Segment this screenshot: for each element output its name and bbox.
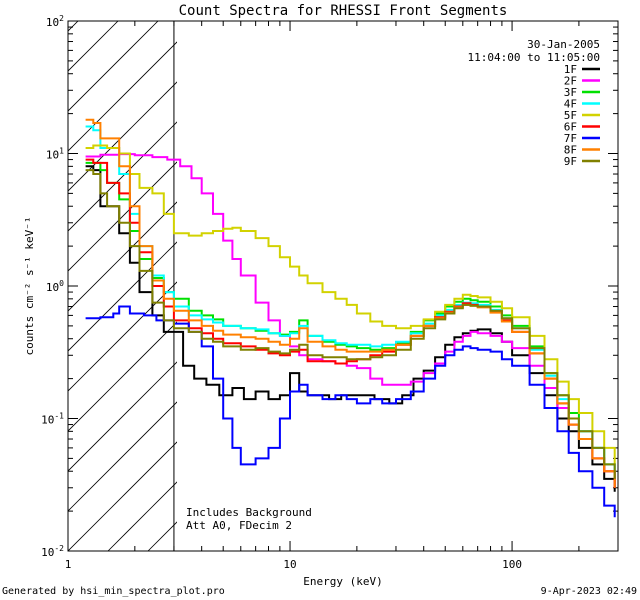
excluded-region: [0, 1, 177, 551]
annotation-background: Includes Background: [186, 506, 312, 519]
axis-tick-labels: 1 10 100 10-2 10-1 100 101 102: [41, 14, 522, 571]
legend-label-1F: 1F: [564, 63, 577, 76]
hatch-line: [68, 161, 177, 272]
legend-label-3F: 3F: [564, 86, 577, 99]
date-label: 30-Jan-2005: [527, 38, 600, 51]
y-axis-label: counts cm⁻² s⁻¹ keV⁻¹: [23, 216, 36, 355]
y-tick-label: 10-2: [41, 544, 64, 559]
series-6F: [85, 158, 616, 488]
legend-label-5F: 5F: [564, 109, 577, 122]
legend-label-6F: 6F: [564, 121, 577, 134]
hatch-line: [68, 21, 119, 72]
legend-label-2F: 2F: [564, 75, 577, 88]
y-tick-label: 10-1: [41, 412, 64, 427]
series-lines: [85, 118, 616, 518]
series-9F: [85, 169, 616, 479]
x-tick-label: 1: [65, 558, 72, 571]
series-5F: [85, 144, 616, 465]
hatch-line: [68, 201, 177, 312]
axis-ticks: [67, 20, 619, 552]
x-axis-label: Energy (keV): [303, 575, 382, 588]
plot-frame: [67, 20, 619, 552]
legend-label-4F: 4F: [564, 98, 577, 111]
hatch-line: [68, 401, 177, 512]
legend-label-7F: 7F: [564, 132, 577, 145]
series-4F: [85, 125, 616, 479]
hatch-line: [68, 41, 177, 152]
hatch-line: [68, 441, 177, 551]
series-2F: [85, 153, 616, 488]
hatch-line: [0, 1, 18, 551]
footer-timestamp: 9-Apr-2023 02:49: [541, 586, 637, 597]
legend-label-8F: 8F: [564, 144, 577, 157]
legend-label-9F: 9F: [564, 155, 577, 168]
x-tick-label: 10: [283, 558, 296, 571]
hatch-line: [68, 21, 159, 112]
hatch-line: [68, 361, 177, 472]
hatch-line: [68, 281, 177, 392]
hatch-line: [68, 241, 177, 352]
hatch-line: [68, 21, 79, 32]
time-range-label: 11:04:00 to 11:05:00: [468, 51, 600, 64]
footer-generated-by: Generated by hsi_min_spectra_plot.pro: [2, 586, 225, 597]
y-tick-label: 100: [46, 279, 64, 294]
x-tick-label: 100: [502, 558, 522, 571]
y-tick-label: 102: [46, 14, 64, 29]
annotation-attenuator: Att A0, FDecim 2: [186, 519, 292, 532]
chart-title: Count Spectra for RHESSI Front Segments: [179, 3, 508, 19]
series-8F: [85, 118, 616, 488]
series-1F: [85, 165, 616, 492]
hatch-line: [107, 481, 177, 551]
series-7F: [85, 305, 616, 518]
y-tick-label: 101: [46, 147, 64, 162]
hatch-line: [68, 81, 177, 192]
